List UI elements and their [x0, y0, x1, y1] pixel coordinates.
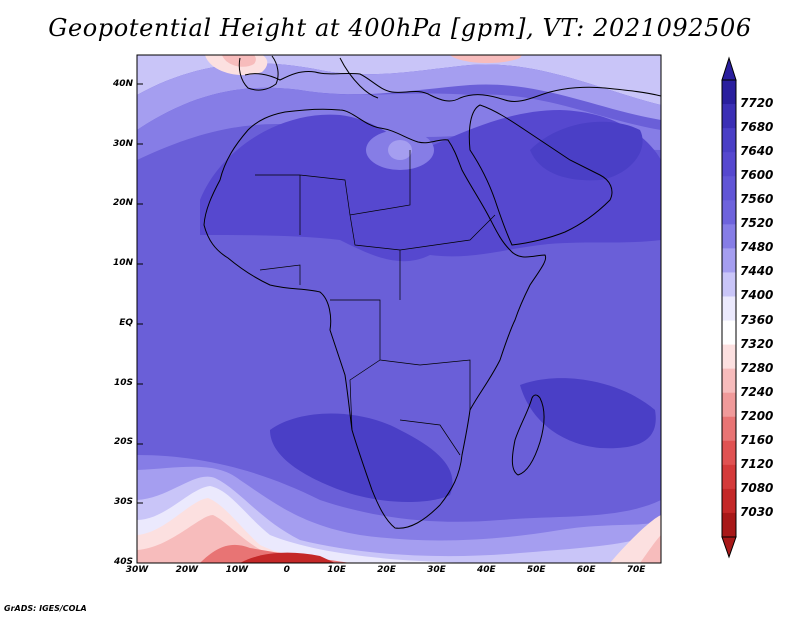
lon-label: 10W [225, 565, 249, 575]
lat-label: 40S [113, 557, 133, 567]
lon-label: 10E [327, 565, 346, 575]
lon-label: 0 [283, 565, 290, 575]
colorbar-level-label: 7640 [740, 144, 774, 159]
height-field-weak-libya-core [388, 140, 412, 160]
height-field-low-southeast [610, 515, 661, 563]
plot-frame [136, 54, 662, 564]
colorbar-level-label: 7200 [740, 408, 774, 423]
height-field-high-indian [520, 378, 656, 449]
country-borders [255, 150, 496, 456]
colorbar-swatch [722, 200, 736, 225]
colorbar-swatch [722, 512, 736, 538]
colorbar-level-label: 7080 [740, 480, 774, 495]
lon-label: 20E [377, 565, 396, 575]
colorbar-level-label: 7400 [740, 288, 774, 303]
colorbar-swatch [722, 392, 736, 418]
chart-title: Geopotential Height at 400hPa [gpm], VT:… [48, 14, 752, 42]
italy-coastline [339, 57, 379, 99]
lat-label: 10S [113, 377, 133, 388]
height-field-band-north-mid [137, 63, 661, 130]
colorbar-swatch [722, 344, 736, 370]
colorbar-level-label: 7120 [740, 456, 774, 471]
colorbar-level-label: 7600 [740, 168, 774, 183]
colorbar-swatch [722, 248, 736, 273]
lon-label: 60E [576, 565, 596, 575]
colorbar-swatch [722, 224, 736, 249]
madagascar-coastline [511, 394, 545, 476]
height-field-band-north-outer [137, 55, 661, 105]
colorbar-level-label: 7720 [740, 96, 774, 111]
colorbar-swatch [722, 296, 736, 322]
colorbar-swatch [722, 152, 736, 177]
colorbar-level-label: 7320 [740, 336, 774, 351]
colorbar [721, 56, 737, 559]
colorbar-level-label: 7240 [740, 384, 774, 399]
lon-label: 70E [626, 565, 646, 575]
height-field-high-arabia [530, 121, 643, 181]
colorbar-level-label: 7560 [740, 192, 774, 207]
colorbar-level-label: 7280 [740, 360, 774, 375]
colorbar-level-label: 7360 [740, 312, 774, 327]
lon-label: 20W [175, 565, 199, 575]
lon-label: 30W [125, 565, 149, 575]
colorbar-swatch [722, 80, 736, 105]
colorbar-top-arrow [721, 56, 737, 81]
plot-frame-ticks [137, 83, 143, 504]
height-field-band-north-inner [137, 87, 661, 160]
lat-label: 40N [112, 78, 133, 89]
colorbar-swatch [722, 176, 736, 201]
lat-label: EQ [119, 317, 133, 328]
lat-label: 30N [112, 138, 133, 149]
colorbar-swatch [722, 368, 736, 394]
arabia-coastline [468, 104, 613, 246]
colorbar-level-label: 7440 [740, 264, 774, 279]
height-field-low-southeast-2 [640, 535, 661, 563]
height-field-low-europe-core [222, 55, 256, 67]
colorbar-level-label: 7160 [740, 432, 774, 447]
lat-label: 20S [113, 437, 133, 448]
colorbar-level-label: 7480 [740, 240, 774, 255]
colorbar-bottom-arrow [721, 536, 737, 559]
lat-label: 30S [113, 497, 133, 508]
colorbar-level-label: 7520 [740, 216, 774, 231]
lon-label: 50E [526, 565, 546, 575]
colorbar-swatch [722, 104, 736, 129]
height-field-low-south-core [240, 552, 335, 563]
colorbar-swatch [722, 488, 736, 514]
colorbar-swatch [722, 416, 736, 442]
colorbar-swatch [722, 128, 736, 153]
height-field-low-med [450, 55, 522, 64]
colorbar-level-label: 7030 [740, 504, 774, 519]
colorbar-frame [721, 79, 737, 538]
colorbar-swatch [722, 272, 736, 297]
credit-text: GrADS: IGES/COLA [4, 604, 87, 613]
lon-label: 30E [427, 565, 446, 575]
lat-label: 10N [112, 258, 133, 269]
colorbar-level-label: 7680 [740, 120, 774, 135]
lat-label: 20N [112, 198, 133, 209]
europe-coastline [244, 71, 661, 102]
lon-label: 40E [476, 565, 496, 575]
colorbar-swatch [722, 320, 736, 346]
height-field-low-south-2 [137, 515, 360, 563]
colorbar-swatch [722, 464, 736, 490]
colorbar-swatch [722, 440, 736, 466]
iberia-coastline [238, 55, 279, 91]
